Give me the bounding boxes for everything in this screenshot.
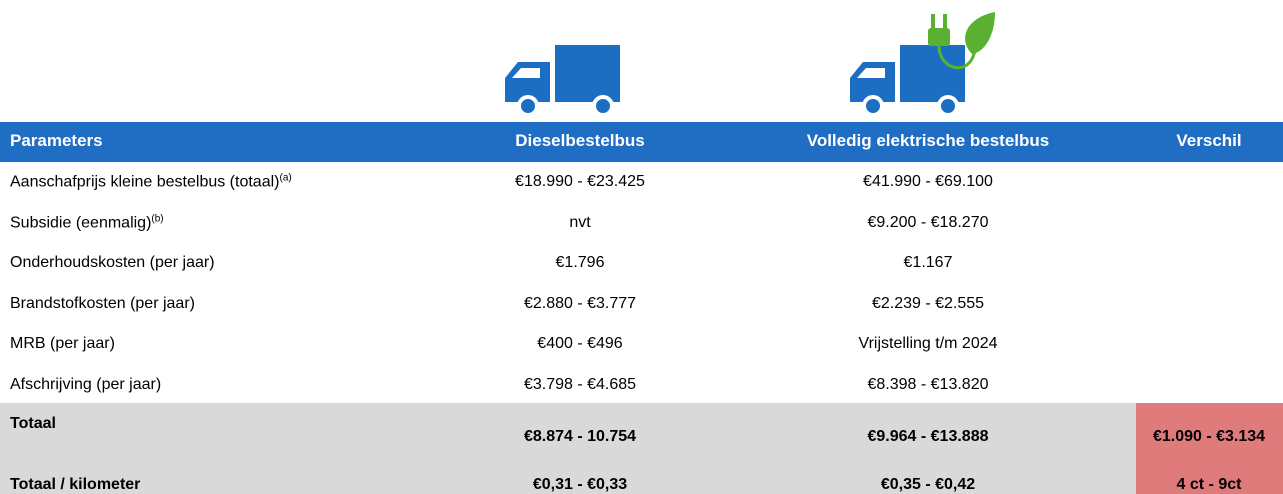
header-cell: Dieselbestelbus: [515, 131, 645, 150]
cell: €3.798 - €4.685: [523, 376, 637, 393]
cell: Totaal: [10, 415, 56, 432]
footnote-ref: (b): [151, 212, 164, 224]
cell: €0,31 - €0,33: [532, 476, 628, 493]
row-label: Subsidie (eenmalig)(b): [10, 213, 164, 232]
cell: €2.239 - €2.555: [871, 294, 985, 312]
row-label: Onderhoudskosten (per jaar): [10, 254, 215, 272]
cell: €1.090 - €3.134: [1152, 428, 1266, 445]
label-text: Brandstofkosten (per jaar): [10, 294, 195, 312]
header-cell: Parameters: [10, 131, 103, 150]
row-label: Afschrijving (per jaar): [10, 376, 161, 394]
cell: €9.200 - €18.270: [867, 213, 989, 231]
label-text: Aanschafprijs kleine bestelbus (totaal): [10, 173, 280, 191]
header-cell: Volledig elektrische bestelbus: [806, 131, 1050, 150]
cell: 4 ct - 9ct: [1176, 476, 1242, 493]
cell: €8.398 - €13.820: [867, 376, 989, 393]
label-text: Subsidie (eenmalig): [10, 214, 152, 232]
diesel-truck-icon: [505, 45, 620, 117]
cell: €41.990 - €69.100: [863, 173, 993, 190]
cell: €1.796: [555, 254, 605, 272]
totals-background: [0, 403, 1283, 494]
row-label: Aanschafprijs kleine bestelbus (totaal)(…: [10, 172, 292, 191]
cell: Totaal / kilometer: [10, 476, 141, 493]
cell: nvt: [569, 213, 591, 231]
electric-truck-icon: [850, 12, 995, 117]
label-text: Afschrijving (per jaar): [10, 376, 162, 393]
cell: Vrijstelling t/m 2024: [858, 335, 998, 353]
cell: €0,35 - €0,42: [880, 476, 976, 493]
header-bar: [0, 122, 1283, 162]
row-label: MRB (per jaar): [10, 335, 115, 353]
cell: €400 - €496: [537, 335, 623, 353]
cell: €18.990 - €23.425: [515, 173, 645, 190]
cell: €9.964 - €13.888: [867, 428, 989, 445]
header-cell: Verschil: [1176, 131, 1242, 150]
label-text: Onderhoudskosten (per jaar): [10, 254, 215, 272]
row-label: Brandstofkosten (per jaar): [10, 295, 195, 313]
cell: €1.167: [903, 254, 953, 272]
footnote-ref: (a): [279, 172, 292, 184]
cell: €8.874 - 10.754: [523, 428, 637, 445]
label-text: MRB (per jaar): [10, 335, 115, 353]
cell: €2.880 - €3.777: [523, 294, 637, 312]
difference-highlight: [1136, 403, 1283, 494]
